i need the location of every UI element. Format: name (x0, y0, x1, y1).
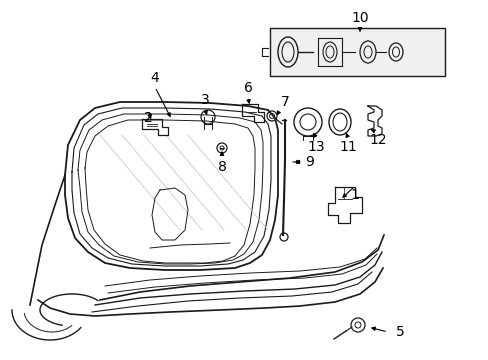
Text: 11: 11 (339, 140, 356, 154)
Text: 1: 1 (350, 188, 359, 202)
Bar (269, 28, 444, 76)
Text: 2: 2 (143, 111, 152, 125)
Text: 9: 9 (305, 155, 314, 169)
Text: 3: 3 (200, 93, 209, 107)
Text: 5: 5 (395, 325, 404, 339)
Text: 6: 6 (243, 81, 252, 95)
Text: 7: 7 (280, 95, 289, 109)
Text: 12: 12 (368, 133, 386, 147)
Text: 13: 13 (306, 140, 324, 154)
Text: 4: 4 (150, 71, 159, 85)
Text: 8: 8 (217, 160, 226, 174)
Text: 10: 10 (350, 11, 368, 25)
